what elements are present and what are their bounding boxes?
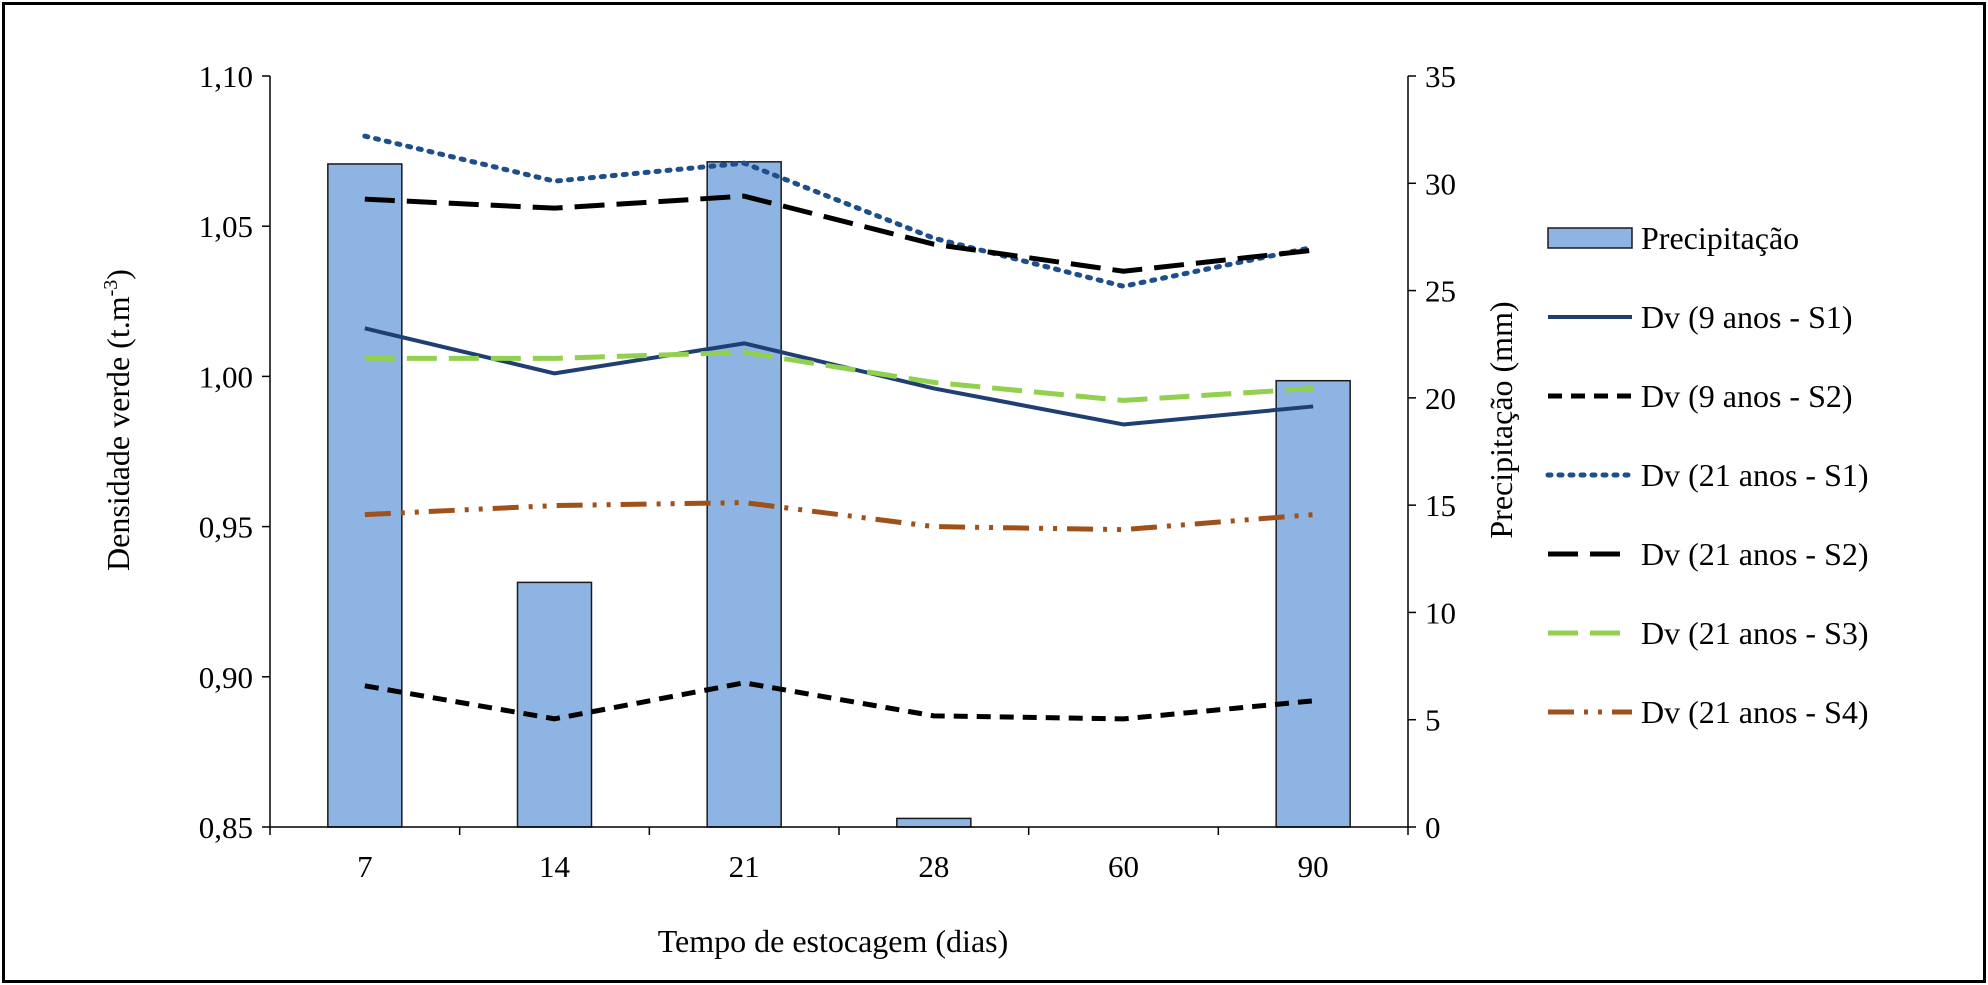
y-axis-title-main: Densidade verde (t.m [100,296,136,571]
legend-label-dv-9-anos-s2: Dv (9 anos - S2) [1641,378,1853,414]
y2-tick-label: 10 [1425,595,1456,630]
y-tick-label: 0,90 [199,660,253,695]
series-line-dv-21-anos-s1 [362,133,1316,289]
y2-tick-label: 15 [1425,488,1456,523]
x-tick-label: 14 [539,849,571,884]
legend-label-dv-21-anos-s3: Dv (21 anos - S3) [1641,615,1869,651]
bar-precipitacao-7 [327,163,403,828]
y-tick-label: 1,10 [199,59,253,94]
y-tick-label: 0,85 [199,810,253,845]
x-tick-label: 60 [1108,849,1139,884]
chart-svg: 0,85 0,90 0,95 1,00 1,05 1,10 0 5 10 15 20 25 30 35 7 1… [100,59,1869,959]
bar-precipitacao-28 [896,817,972,828]
y-tick-label: 0,95 [199,510,253,545]
y-axis-title: Densidade verde (t.m-3) [100,269,136,571]
y-axis-title-sup: -3 [100,280,122,297]
x-axis-title: Tempo de estocagem (dias) [658,923,1009,959]
x-tick-label: 21 [729,849,760,884]
series-line-dv-9-anos-s1 [364,326,1314,427]
x-tick-label: 7 [357,849,373,884]
legend-label-dv-21-anos-s4: Dv (21 anos - S4) [1641,694,1869,730]
bar-precipitacao-14 [516,581,593,828]
legend-label-dv-21-anos-s2: Dv (21 anos - S2) [1641,536,1869,572]
x-tick-label: 90 [1298,849,1329,884]
bar-precipitacao-21 [706,161,782,828]
legend-label-dv-21-anos-s1: Dv (21 anos - S1) [1641,457,1869,493]
y2-tick-label: 5 [1425,703,1441,738]
y2-tick-label: 20 [1425,381,1456,416]
y2-tick-label: 35 [1425,59,1456,94]
series-line-dv-21-anos-s3 [364,349,1314,403]
y-axis-title-tail: ) [100,269,136,280]
bar-precipitacao-90 [1275,379,1351,828]
y-tick-label: 1,05 [199,209,253,244]
y2-axis-title: Precipitação (mm) [1483,301,1519,538]
series-line-dv-9-anos-s2 [364,680,1314,722]
axes-group: 0,85 0,90 0,95 1,00 1,05 1,10 0 5 10 15 20 25 30 35 7 1… [199,59,1456,884]
series-line-dv-21-anos-s4 [364,500,1314,533]
lines-group [362,133,1316,722]
series-line-dv-21-anos-s2 [364,193,1314,274]
legend-label-precipitacao: Precipitação [1641,220,1799,256]
legend-label-dv-9-anos-s1: Dv (9 anos - S1) [1641,299,1853,335]
y-tick-label: 1,00 [199,359,253,394]
y2-tick-label: 0 [1425,810,1441,845]
legend-swatch-precipitacao [1547,227,1633,249]
x-tick-label: 28 [918,849,949,884]
y2-tick-label: 25 [1425,274,1456,309]
y2-tick-label: 30 [1425,166,1456,201]
legend: Precipitação Dv (9 anos - S1) Dv (9 anos -… [1545,220,1869,730]
